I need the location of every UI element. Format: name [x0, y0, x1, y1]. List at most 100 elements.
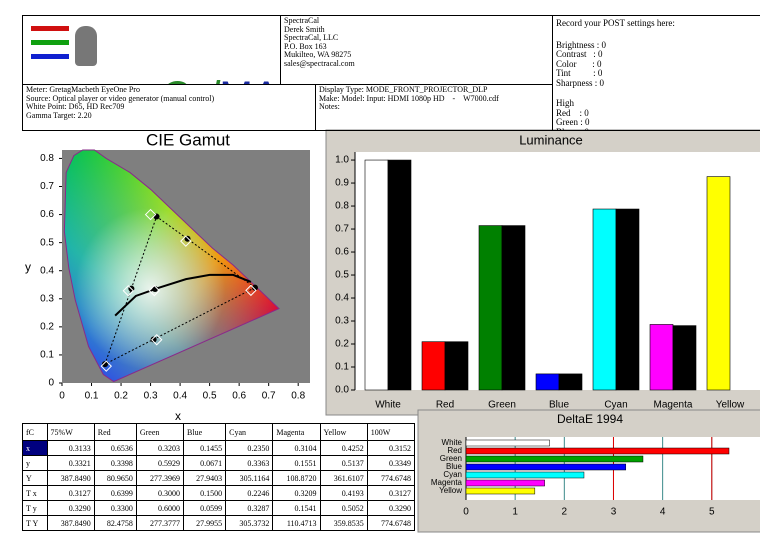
table-cell: 387.8490 — [46, 470, 95, 486]
table-cell: 0.2246 — [225, 485, 274, 501]
y-tick-label: 0.4 — [40, 265, 54, 276]
y-tick-label: 0.1 — [40, 350, 54, 361]
table-cell: 108.8720 — [272, 470, 321, 486]
table-row: x 0.3133 0.6536 0.3203 0.1455 0.2350 0.3104 0.4… — [22, 440, 416, 456]
logo-cal: Cal — [159, 74, 219, 84]
table-cell: 305.3732 — [225, 515, 274, 531]
target-point — [122, 285, 135, 297]
table-cell: 0.3000 — [135, 485, 185, 501]
settings-line: Green : 0 — [556, 117, 590, 127]
settings-line: Color : 0 — [556, 58, 602, 69]
target-point — [245, 284, 257, 297]
meter-line: White Point: D65, HD Rec709 — [26, 102, 125, 111]
table-cell: 0.4252 — [319, 440, 368, 456]
x-tick-label: 3 — [611, 507, 617, 518]
table-cell: 27.9403 — [183, 470, 227, 486]
table-header-row: fC 75%W Red Green Blue Cyan Magenta Yellow 100W — [22, 423, 416, 441]
table-cell: 0.3321 — [46, 455, 95, 471]
bar — [364, 159, 389, 391]
locus-outline — [63, 149, 280, 383]
chart-title: DeltaE 1994 — [557, 412, 623, 426]
y-tick-label: 0.3 — [40, 293, 54, 304]
logo-man: MAN — [219, 74, 280, 84]
table-header-cell: Red — [93, 423, 137, 441]
y-tick-label: 0.5 — [335, 270, 349, 281]
meter-line: Meter: GretagMacbeth EyeOne Pro — [26, 85, 140, 94]
x-tick-label: Green — [488, 400, 516, 411]
contact-line: Derek Smith — [284, 24, 325, 34]
table-cell: 277.3969 — [135, 470, 185, 486]
x-tick-label: Magenta — [654, 400, 693, 411]
table-cell: T y — [22, 500, 48, 516]
x-tick-label: 0.6 — [232, 391, 246, 402]
x-tick-label: 1 — [512, 507, 518, 518]
table-cell: 0.5929 — [135, 455, 185, 471]
table-cell: T Y — [22, 515, 48, 531]
y-tick-label: 0.3 — [335, 316, 349, 327]
y-tick-label: 0.4 — [335, 293, 349, 304]
table-cell: 0.1541 — [272, 500, 321, 516]
table-cell: 0.3104 — [272, 440, 321, 456]
table-cell: 0.3363 — [225, 455, 274, 471]
table-header-cell: Green — [135, 423, 185, 441]
bar — [535, 373, 560, 391]
y-tick-label: Yellow — [439, 486, 462, 495]
y-tick-label: Cyan — [443, 470, 462, 479]
table-cell: 387.8490 — [46, 515, 95, 531]
x-tick-label: 0.3 — [144, 391, 158, 402]
table-header-cell: Cyan — [225, 423, 274, 441]
table-cell: 0.3398 — [93, 455, 137, 471]
gamut-triangle — [104, 215, 256, 366]
y-tick-label: 0.6 — [40, 209, 54, 220]
x-tick-label: White — [375, 400, 401, 411]
table-cell: 0.1500 — [183, 485, 227, 501]
y-tick-label: 0.8 — [40, 153, 54, 164]
bar — [465, 447, 730, 455]
display-line: Notes: — [319, 102, 340, 111]
target-point — [180, 235, 192, 247]
x-tick-label: Red — [436, 400, 454, 411]
y-tick-label: 0.8 — [335, 201, 349, 212]
x-tick-label: Cyan — [604, 400, 627, 411]
blackbody-curve — [114, 273, 252, 317]
table-cell: 774.6748 — [366, 515, 416, 531]
measured-point — [184, 235, 191, 242]
table-cell: 0.6000 — [135, 500, 185, 516]
table-cell: Y — [22, 470, 48, 486]
y-tick-label: 0.9 — [335, 178, 349, 189]
table-row: T x 0.3127 0.6399 0.3000 0.1500 0.2246 0.3209 0… — [22, 485, 416, 501]
y-tick-label: Blue — [446, 462, 463, 471]
contact-line: Mukilteo, WA 98275 — [284, 50, 352, 59]
table-cell: 0.3127 — [366, 485, 416, 501]
table-cell: 0.4193 — [319, 485, 368, 501]
settings-line: Brightness : 0 — [556, 39, 607, 50]
table-cell: 82.4758 — [93, 515, 137, 531]
y-tick-label: White — [442, 438, 463, 447]
bar — [444, 341, 469, 391]
settings-line: Sharpness : 0 — [556, 77, 604, 88]
y-tick-label: 1.0 — [335, 155, 349, 166]
table-cell: 0.5052 — [319, 500, 368, 516]
table-cell: x — [22, 440, 48, 456]
table-cell: 0.3290 — [366, 500, 416, 516]
table-cell: 0.0671 — [183, 455, 227, 471]
table-cell: 0.3287 — [225, 500, 274, 516]
bar — [387, 159, 412, 391]
display-line: Display Type: MODE_FRONT_PROJECTOR_DLP — [319, 85, 488, 94]
bar — [615, 208, 640, 391]
y-tick-label: 0.5 — [40, 237, 54, 248]
table-cell: 80.9650 — [93, 470, 137, 486]
measurement-table: fC 75%W Red Green Blue Cyan Magenta Yellow 100W x… — [22, 423, 416, 531]
y-tick-label: 0 — [48, 378, 54, 389]
y-tick-label: 0.7 — [40, 181, 54, 192]
logo-box: CalMAN™ — [22, 15, 281, 85]
bar — [592, 208, 617, 391]
table-header-cell: Magenta — [272, 423, 321, 441]
target-point — [100, 360, 112, 372]
bar — [706, 176, 731, 391]
table-row: Y 387.8490 80.9650 277.3969 27.9403 305.1164 1… — [22, 470, 416, 486]
table-cell: 0.0599 — [183, 500, 227, 516]
spectral-locus — [63, 149, 280, 383]
x-tick-label: 0.4 — [173, 391, 187, 402]
